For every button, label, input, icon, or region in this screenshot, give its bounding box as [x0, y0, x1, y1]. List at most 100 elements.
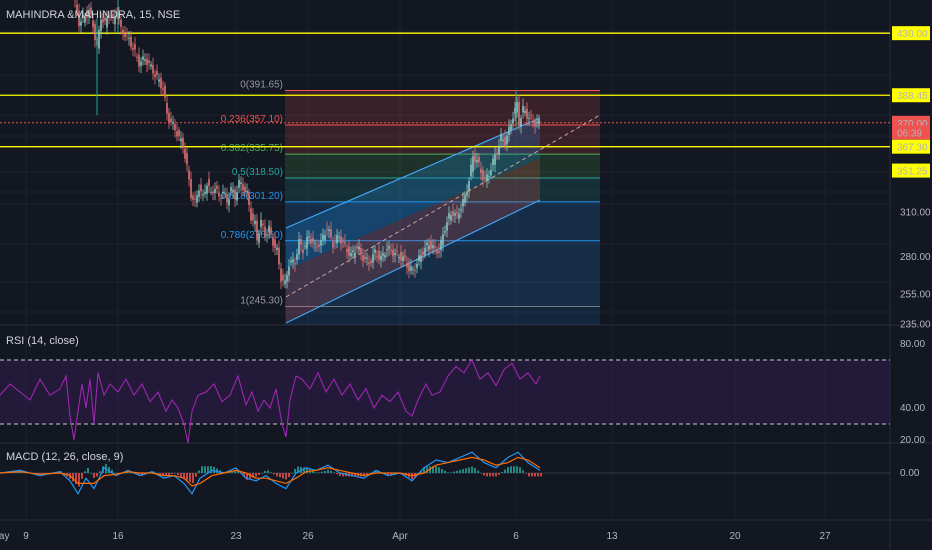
- candle-body: [478, 156, 480, 163]
- macd-histogram-bar: [165, 473, 167, 477]
- candle-body: [114, 16, 116, 25]
- rsi-pane-label: RSI (14, close): [6, 335, 79, 347]
- candle-body: [292, 259, 294, 263]
- macd-histogram-bar: [369, 473, 371, 474]
- candle-body: [108, 15, 110, 18]
- price-badge-label: 351.25: [897, 167, 928, 178]
- candle-body: [356, 246, 358, 249]
- candle-body: [476, 159, 478, 163]
- candle-body: [416, 263, 418, 269]
- candle-body: [92, 20, 94, 28]
- candle-body: [390, 250, 392, 251]
- candle-body: [468, 181, 470, 192]
- candle-body: [234, 189, 236, 200]
- candle-body: [244, 186, 246, 193]
- candle-body: [420, 255, 422, 263]
- macd-histogram-bar: [237, 470, 239, 473]
- macd-histogram-bar: [75, 473, 77, 484]
- candle-body: [78, 10, 80, 27]
- candle-body: [162, 88, 164, 90]
- candle-body: [240, 182, 242, 184]
- candle-body: [398, 257, 400, 259]
- macd-histogram-bar: [180, 473, 182, 478]
- macd-histogram-bar: [177, 473, 179, 476]
- candle-body: [98, 29, 100, 49]
- candle-body: [472, 156, 474, 172]
- candle-body: [492, 158, 494, 166]
- candle-body: [486, 174, 488, 181]
- candle-body: [418, 255, 420, 262]
- fib-zone: [285, 154, 600, 179]
- candle-body: [198, 190, 200, 197]
- rsi-band: [0, 360, 890, 424]
- candle-body: [384, 255, 386, 258]
- candle-body: [254, 220, 256, 225]
- candle-body: [76, 4, 78, 12]
- macd-histogram-bar: [336, 473, 338, 475]
- time-tick-label: 13: [606, 531, 618, 542]
- macd-histogram-bar: [297, 466, 299, 473]
- candle-body: [178, 130, 180, 136]
- candle-body: [526, 108, 528, 119]
- candle-body: [148, 60, 150, 63]
- macd-histogram-bar: [474, 467, 476, 473]
- candle-body: [180, 138, 182, 142]
- candle-body: [410, 266, 412, 271]
- candle-body: [428, 245, 430, 250]
- candle-body: [80, 21, 82, 26]
- candle-body: [216, 185, 218, 189]
- candle-body: [126, 32, 128, 34]
- candle-body: [458, 213, 460, 219]
- macd-histogram-bar: [132, 473, 134, 474]
- candle-body: [350, 252, 352, 257]
- candle-body: [88, 9, 90, 18]
- candle-body: [452, 211, 454, 216]
- macd-histogram-bar: [156, 473, 158, 474]
- candle-body: [506, 135, 508, 145]
- candle-body: [490, 170, 492, 176]
- macd-histogram-bar: [189, 473, 191, 482]
- candle-body: [246, 190, 248, 193]
- macd-histogram-bar: [264, 470, 266, 473]
- candle-body: [344, 241, 346, 244]
- candle-body: [308, 236, 310, 238]
- price-badge-label: 06:39: [897, 128, 922, 139]
- price-tick-label: 235.00: [900, 319, 931, 330]
- candle-body: [534, 120, 536, 127]
- candle-body: [456, 212, 458, 214]
- candle-body: [166, 103, 168, 114]
- macd-histogram-bar: [522, 470, 524, 473]
- candle-body: [336, 235, 338, 244]
- candle-body: [312, 237, 314, 243]
- candle-body: [182, 137, 184, 148]
- macd-histogram-bar: [531, 473, 533, 477]
- candle-body: [146, 58, 148, 66]
- time-tick-label: Apr: [392, 531, 408, 542]
- candle-body: [122, 29, 124, 35]
- candle-body: [290, 260, 292, 263]
- macd-histogram-bar: [99, 471, 101, 473]
- macd-histogram-bar: [159, 473, 161, 475]
- macd-histogram-bar: [519, 467, 521, 473]
- candle-body: [372, 254, 374, 263]
- candle-body: [252, 213, 254, 221]
- candle-body: [232, 189, 234, 193]
- macd-histogram-bar: [450, 472, 452, 474]
- candle-body: [382, 253, 384, 256]
- candle-body: [86, 13, 88, 18]
- candle-body: [260, 219, 262, 228]
- macd-histogram-bar: [207, 466, 209, 473]
- rsi-tick-label: 20.00: [900, 435, 925, 446]
- rsi-line: [0, 358, 541, 444]
- candle-body: [504, 137, 506, 146]
- fib-level-label: 1(245.30): [240, 295, 283, 306]
- time-tick-label: 6: [513, 531, 519, 542]
- fib-zone: [285, 125, 600, 155]
- macd-histogram-bar: [312, 470, 314, 473]
- candle-body: [164, 85, 166, 98]
- candle-body: [274, 239, 276, 248]
- time-tick-label: 20: [729, 531, 741, 542]
- candle-body: [474, 153, 476, 163]
